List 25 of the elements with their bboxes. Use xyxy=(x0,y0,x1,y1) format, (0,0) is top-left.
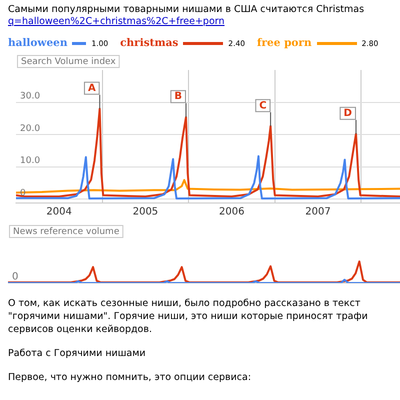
y-axis-title: Search Volume index xyxy=(21,56,116,67)
chart-subtitle: q=halloween%2C+christmas%2C+free+porn xyxy=(8,16,226,27)
text: сервисов оценки кейвордов. xyxy=(8,323,153,336)
annotation: A xyxy=(88,82,96,94)
x-tick-label: 2006 xyxy=(219,206,244,218)
legend-label: free porn xyxy=(257,37,312,49)
y-tick-label: 0 xyxy=(20,188,26,198)
chart-title: Самыми популярными товарными нишами в США считаются Christmas xyxy=(8,3,366,15)
x-tick-label: 2004 xyxy=(46,206,72,218)
y-tick-label: 30.0 xyxy=(20,92,40,102)
text: "горячими нишами". Горячие ниши, это ниши которые приносят трафи xyxy=(8,310,369,323)
x-tick-label: 2005 xyxy=(132,206,158,218)
y-tick-label: 10.0 xyxy=(20,156,40,166)
y-axis-title: News reference volume xyxy=(13,226,120,237)
annotation: 0 xyxy=(12,272,18,283)
text: Работа с Горячими нишами xyxy=(8,347,147,360)
x-tick-label: 2007 xyxy=(305,206,331,218)
annotation: D xyxy=(344,108,352,120)
annotation: C xyxy=(259,100,267,112)
text: О том, как искать сезонные ниши, было подробно рассказано в текст xyxy=(8,297,362,310)
text: Первое, что нужно помнить, это опции сервиса: xyxy=(8,371,252,384)
legend-label: christmas xyxy=(120,37,178,49)
y-tick-label: 20.0 xyxy=(20,124,40,134)
annotation: B xyxy=(174,91,182,102)
legend-label: halloween xyxy=(8,37,68,49)
